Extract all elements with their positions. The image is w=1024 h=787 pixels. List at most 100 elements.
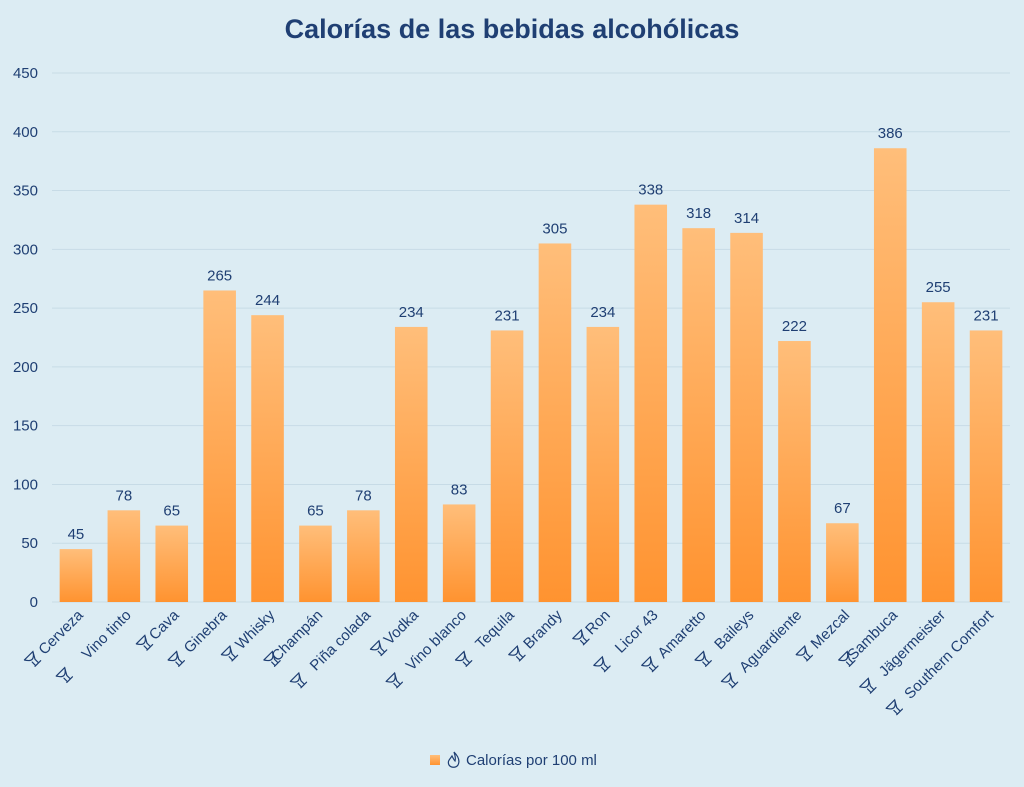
champagne-bottle-icon (263, 650, 281, 667)
vodka-glass-icon (369, 639, 388, 657)
chart-title: Calorías de las bebidas alcohólicas (284, 14, 740, 44)
x-tick-label: Vino tinto (79, 607, 135, 663)
flame-icon (447, 751, 460, 768)
bar-pi-a-colada (347, 510, 380, 602)
x-tick-mezcal: Mezcal (795, 607, 854, 662)
data-label: 255 (926, 279, 951, 296)
white-wine-glass-icon (385, 671, 403, 689)
mezcal-glass-icon (795, 644, 814, 662)
brandy-glass-icon (508, 644, 526, 662)
x-tick-label: Cava (146, 606, 183, 643)
data-label: 244 (255, 292, 280, 309)
legend-item: Calorías por 100 ml (430, 751, 597, 769)
x-tick-whisky: Whisky (220, 606, 279, 662)
x-tick-label: Brandy (520, 606, 566, 652)
tequila-glass-icon (454, 650, 473, 667)
bar-mezcal (826, 523, 859, 602)
wine-glass-icon (55, 666, 74, 684)
bars (59, 148, 1003, 603)
legend: Calorías por 100 ml (430, 751, 597, 769)
x-tick-label: Whisky (232, 606, 279, 653)
data-label: 265 (207, 267, 232, 284)
x-tick-label: Mezcal (808, 607, 854, 653)
x-tick-cerveza: Cerveza (23, 606, 87, 667)
data-label: 78 (116, 487, 133, 504)
data-label: 222 (782, 318, 807, 335)
y-tick-label: 450 (13, 65, 38, 82)
pina-colada-glass-icon (289, 671, 308, 689)
data-label: 45 (68, 526, 85, 543)
data-label: 318 (686, 205, 711, 222)
bar-j-germeister (921, 302, 955, 602)
data-label: 314 (734, 210, 759, 227)
x-tick-ron: Ron (572, 607, 614, 646)
data-label: 231 (974, 307, 999, 324)
bar-baileys (730, 232, 763, 602)
data-label: 338 (638, 182, 663, 199)
x-tick-label: Ginebra (181, 606, 231, 656)
y-tick-label: 350 (13, 183, 38, 200)
aguardiente-glass-icon (720, 671, 739, 689)
x-tick-label: Tequila (472, 606, 518, 652)
legend-swatch (430, 755, 440, 765)
bar-sambuca (873, 148, 907, 603)
amaretto-glass-icon (641, 655, 659, 673)
southern-comfort-glass-icon (885, 698, 904, 716)
x-tick-brandy: Brandy (508, 606, 566, 662)
legend-label: Calorías por 100 ml (466, 752, 597, 769)
whisky-glass-icon (220, 644, 239, 662)
y-tick-label: 100 (13, 476, 38, 493)
data-label: 67 (834, 500, 851, 517)
baileys-glass-icon (694, 650, 712, 667)
data-label: 234 (399, 304, 424, 321)
liqueur-glass-icon (593, 655, 611, 673)
y-axis-ticks: 0 50 100 150 200 250 300 350 400 450 (13, 65, 38, 611)
x-tick-label: Vodka (381, 606, 423, 648)
bar-ron (586, 326, 620, 602)
data-label: 65 (163, 503, 180, 520)
data-label: 231 (495, 307, 520, 324)
data-label: 305 (542, 220, 567, 237)
y-tick-label: 300 (13, 241, 38, 258)
sambuca-glass-icon (838, 650, 856, 667)
bar-vodka (394, 326, 428, 602)
data-label: 78 (355, 487, 372, 504)
y-tick-label: 150 (13, 418, 38, 435)
bar-champ-n (299, 525, 332, 602)
x-tick-label: Southern Comfort (901, 606, 997, 702)
y-tick-label: 400 (13, 124, 38, 141)
bar-southern-comfort (969, 330, 1003, 602)
cava-glasses-icon (135, 634, 154, 651)
jagermeister-glass-icon (859, 677, 877, 694)
data-label: 386 (878, 125, 903, 142)
bar-brandy (538, 243, 572, 602)
bar-tequila (490, 330, 524, 602)
y-tick-label: 0 (30, 594, 38, 611)
bar-vino-tinto (107, 510, 141, 602)
x-tick-cava: Cava (135, 606, 183, 651)
gin-glass-icon (167, 650, 185, 667)
bar-cava (155, 525, 189, 602)
bar-ginebra (203, 290, 236, 602)
y-tick-label: 200 (13, 359, 38, 376)
bar-licor-43 (634, 204, 668, 602)
bar-whisky (251, 315, 284, 602)
y-tick-label: 50 (21, 535, 38, 552)
bar-aguardiente (778, 341, 811, 602)
y-tick-label: 250 (13, 300, 38, 317)
grid-lines (52, 72, 1010, 603)
x-tick-label: Ron (582, 607, 613, 638)
bar-cerveza (59, 549, 93, 602)
x-tick-label: Baileys (711, 607, 757, 653)
data-label: 83 (451, 481, 468, 498)
data-label: 65 (307, 503, 324, 520)
bar-vino-blanco (442, 504, 476, 602)
data-label: 234 (590, 304, 615, 321)
x-tick-j-germeister: Jägermeister (859, 607, 949, 694)
rum-glass-icon (572, 628, 590, 646)
data-labels: 45 78 65 265 244 65 78 234 83 231 305 234 338 318 314 2… (68, 125, 999, 543)
bar-amaretto (682, 228, 715, 602)
